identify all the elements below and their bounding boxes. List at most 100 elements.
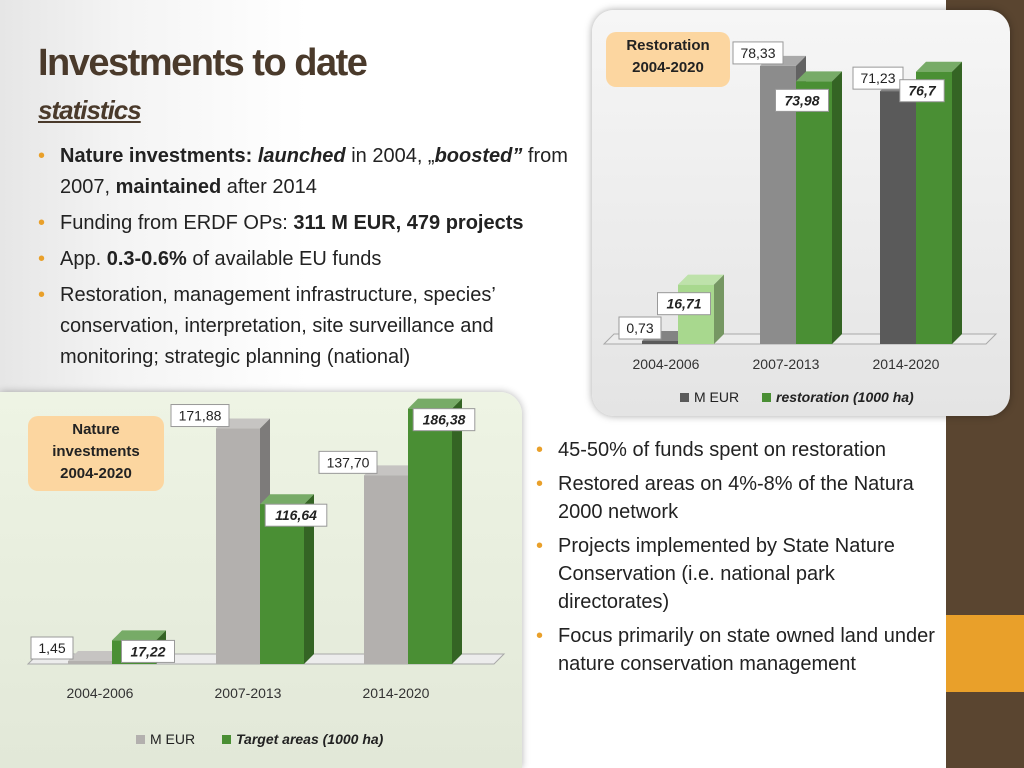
bottom-bullet-item: Projects implemented by State Nature Con… — [534, 532, 944, 616]
bar-side-face — [714, 274, 724, 344]
bottom-bullet-list: 45-50% of funds spent on restoration Rest… — [534, 436, 944, 684]
legend-swatch — [136, 735, 145, 744]
bullet-text: launched — [257, 145, 346, 167]
nature-badge-line: 2004-2020 — [60, 465, 132, 482]
top-bullet-item: Restoration, management infrastructure, … — [36, 280, 596, 373]
bullet-text: App. — [60, 248, 107, 270]
bar-front-face — [642, 341, 678, 344]
bullet-text: boosted” — [434, 145, 523, 167]
bullet-text: of available EU funds — [186, 248, 382, 270]
restoration-chart-panel: 0,73 16,71 78,33 73,98 71,23 76,7 2004-2006 200… — [592, 10, 1010, 416]
legend-label: restoration (1000 ha) — [776, 389, 914, 405]
nature-badge-line: investments — [52, 443, 140, 460]
bar-nature-0-1 — [216, 418, 270, 664]
legend-label: Target areas (1000 ha) — [236, 731, 384, 747]
category-label: 2004-2006 — [67, 685, 134, 701]
bar-top-face — [260, 494, 314, 505]
bar-restoration-1-2 — [916, 61, 962, 345]
bullet-text: from 2007, — [60, 145, 568, 198]
nature-badge-line: Nature — [72, 421, 120, 438]
bar-front-face — [68, 661, 112, 664]
bar-side-face — [952, 61, 962, 345]
bar-front-face — [796, 81, 832, 344]
data-label: 16,71 — [666, 296, 701, 312]
bar-front-face — [260, 504, 304, 664]
bar-side-face — [452, 398, 462, 664]
bullet-text: Restoration, management infrastructure, … — [60, 284, 496, 368]
bar-top-face — [796, 71, 842, 82]
bottom-bullet-item: Restored areas on 4%-8% of the Natura 20… — [534, 470, 944, 526]
top-bullet-item: Nature investments: launched in 2004, „b… — [36, 141, 596, 203]
nature-investments-chart: 1,45 17,22 171,88 116,64 137,70 186,38 2004-20… — [26, 398, 506, 747]
legend-swatch — [680, 393, 689, 402]
data-label-box — [412, 408, 476, 432]
data-label-box — [618, 316, 662, 340]
data-label: 17,22 — [130, 643, 165, 659]
bar-front-face — [880, 91, 916, 344]
bottom-bullet-item: Focus primarily on state owned land unde… — [534, 622, 944, 678]
bottom-bullet-item: 45-50% of funds spent on restoration — [534, 436, 944, 464]
bar-restoration-1-1 — [796, 71, 842, 344]
bullet-text: 311 M EUR, 479 projects — [293, 212, 524, 234]
data-label-box — [899, 79, 945, 103]
category-label: 2004-2006 — [633, 356, 700, 372]
data-label-box — [121, 639, 175, 663]
data-label: 186,38 — [423, 412, 466, 428]
nature-badge: Nature investments 2004-2020 — [28, 416, 164, 491]
restoration-chart: 0,73 16,71 78,33 73,98 71,23 76,7 2004-2006 200… — [602, 41, 998, 405]
bar-top-face — [112, 630, 166, 641]
data-label: 0,73 — [626, 320, 653, 336]
bar-side-face — [304, 494, 314, 664]
bar-front-face — [216, 428, 260, 664]
bullet-text: Funding from ERDF OPs: — [60, 212, 294, 234]
data-label-box — [30, 636, 74, 660]
data-label-box — [170, 404, 230, 428]
bullet-text: after 2014 — [221, 176, 317, 198]
side-strip-accent — [946, 615, 1024, 692]
data-label: 71,23 — [860, 70, 895, 86]
data-label: 78,33 — [740, 45, 775, 61]
bullet-text: in 2004, „ — [345, 145, 435, 167]
data-label: 116,64 — [275, 507, 317, 523]
page-title: Investments to date — [38, 42, 368, 84]
bullet-text: Nature investments: — [60, 145, 258, 167]
data-label-box — [775, 88, 829, 112]
bar-side-face — [832, 71, 842, 344]
bar-front-face — [916, 71, 952, 344]
bar-front-face — [760, 65, 796, 344]
bar-top-face — [916, 61, 962, 72]
legend-label: M EUR — [150, 731, 195, 747]
category-label: 2014-2020 — [363, 685, 430, 701]
data-label-box — [852, 66, 904, 90]
data-label: 171,88 — [179, 408, 222, 424]
category-label: 2014-2020 — [873, 356, 940, 372]
data-label: 76,7 — [908, 83, 936, 99]
data-label-box — [657, 292, 711, 316]
data-label-box — [264, 503, 328, 527]
bar-nature-1-2 — [408, 398, 462, 664]
data-label: 73,98 — [784, 92, 819, 108]
category-label: 2007-2013 — [215, 685, 282, 701]
data-label: 1,45 — [38, 640, 65, 656]
restoration-badge-line: 2004-2020 — [632, 59, 704, 76]
data-label-box — [318, 450, 378, 474]
restoration-badge: Restoration 2004-2020 — [606, 32, 730, 87]
data-label: 137,70 — [327, 454, 370, 470]
legend-swatch — [762, 393, 771, 402]
bar-top-face — [678, 274, 724, 285]
bar-top-face — [68, 651, 122, 661]
data-label-box — [732, 41, 784, 65]
bullet-text: 0.3-0.6% — [106, 248, 187, 270]
page-subtitle: statistics — [38, 95, 142, 125]
legend-swatch — [222, 735, 231, 744]
category-label: 2007-2013 — [753, 356, 820, 372]
bar-front-face — [364, 475, 408, 664]
legend-label: M EUR — [694, 389, 739, 405]
nature-investments-chart-panel: 1,45 17,22 171,88 116,64 137,70 186,38 2004-20… — [0, 392, 522, 768]
top-bullet-item: App. 0.3-0.6% of available EU funds — [36, 244, 596, 275]
bar-front-face — [408, 408, 452, 664]
bar-top-face — [408, 398, 462, 409]
bar-nature-1-1 — [260, 494, 314, 664]
restoration-badge-line: Restoration — [626, 37, 710, 54]
bullet-text: maintained — [115, 176, 222, 198]
